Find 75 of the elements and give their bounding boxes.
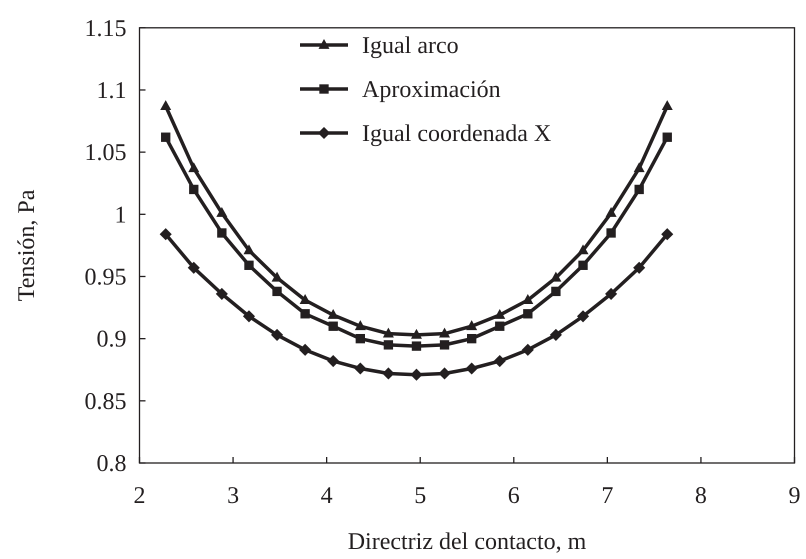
point bbox=[662, 100, 673, 110]
point bbox=[633, 262, 646, 274]
point bbox=[354, 320, 366, 330]
x-tick-label: 5 bbox=[414, 483, 426, 509]
y-tick-label: 0.8 bbox=[96, 451, 126, 477]
point bbox=[494, 308, 506, 319]
point bbox=[382, 328, 394, 338]
point bbox=[354, 362, 366, 375]
y-tick-label: 1 bbox=[114, 202, 126, 228]
point bbox=[382, 367, 394, 380]
x-tick-label: 3 bbox=[227, 483, 240, 509]
point bbox=[606, 228, 616, 238]
point bbox=[634, 162, 645, 172]
point bbox=[327, 354, 340, 368]
x-tick-label: 7 bbox=[601, 483, 614, 509]
point bbox=[576, 310, 590, 322]
point bbox=[410, 328, 422, 339]
y-tick-label: 1.1 bbox=[96, 78, 126, 104]
point bbox=[440, 340, 450, 350]
legend-label: Igual arco bbox=[362, 33, 459, 59]
point bbox=[605, 288, 618, 300]
x-tick-label: 2 bbox=[134, 483, 146, 509]
point bbox=[523, 309, 532, 318]
y-tick-label: 1.05 bbox=[84, 140, 126, 166]
point bbox=[244, 260, 254, 270]
point bbox=[271, 328, 284, 341]
point bbox=[272, 272, 283, 282]
point bbox=[494, 354, 506, 368]
point bbox=[328, 308, 339, 319]
point bbox=[160, 100, 172, 110]
point bbox=[243, 244, 254, 254]
point bbox=[606, 207, 617, 217]
point bbox=[578, 260, 588, 270]
point bbox=[299, 344, 312, 356]
x-tick-label: 6 bbox=[508, 483, 520, 509]
point bbox=[216, 288, 228, 300]
point bbox=[300, 309, 310, 318]
point bbox=[161, 132, 170, 142]
point bbox=[550, 328, 562, 341]
x-tick-label: 4 bbox=[320, 483, 333, 509]
point bbox=[384, 340, 394, 350]
point bbox=[188, 262, 200, 274]
y-tick-label: 0.85 bbox=[84, 388, 126, 415]
point bbox=[188, 162, 200, 172]
point bbox=[661, 228, 674, 240]
point bbox=[410, 368, 423, 381]
point bbox=[439, 328, 450, 338]
point bbox=[160, 228, 172, 240]
point bbox=[550, 272, 562, 282]
point bbox=[412, 341, 422, 351]
legend-label: Aproximación bbox=[362, 77, 501, 103]
point bbox=[189, 184, 198, 194]
x-tick-label: 9 bbox=[788, 483, 800, 509]
point bbox=[662, 132, 672, 142]
point bbox=[634, 184, 644, 194]
x-tick-label: 8 bbox=[694, 483, 707, 509]
point bbox=[578, 244, 589, 254]
point bbox=[272, 286, 282, 296]
point bbox=[467, 334, 476, 344]
point bbox=[551, 286, 561, 296]
y-tick-label: 1.15 bbox=[84, 16, 126, 42]
point bbox=[466, 362, 478, 375]
point bbox=[242, 310, 256, 322]
point bbox=[522, 344, 534, 356]
point bbox=[216, 207, 228, 217]
point bbox=[217, 228, 227, 238]
x-axis-title: Directriz del contacto, m bbox=[348, 529, 587, 555]
point bbox=[328, 322, 338, 331]
y-tick-label: 0.9 bbox=[96, 326, 126, 353]
legend-label: Igual coordenada X bbox=[362, 121, 552, 147]
point bbox=[495, 322, 504, 331]
point bbox=[356, 334, 366, 344]
point bbox=[466, 320, 478, 330]
y-tick-label: 0.95 bbox=[84, 264, 126, 290]
y-axis-title: Tensión, Pa bbox=[14, 189, 40, 302]
